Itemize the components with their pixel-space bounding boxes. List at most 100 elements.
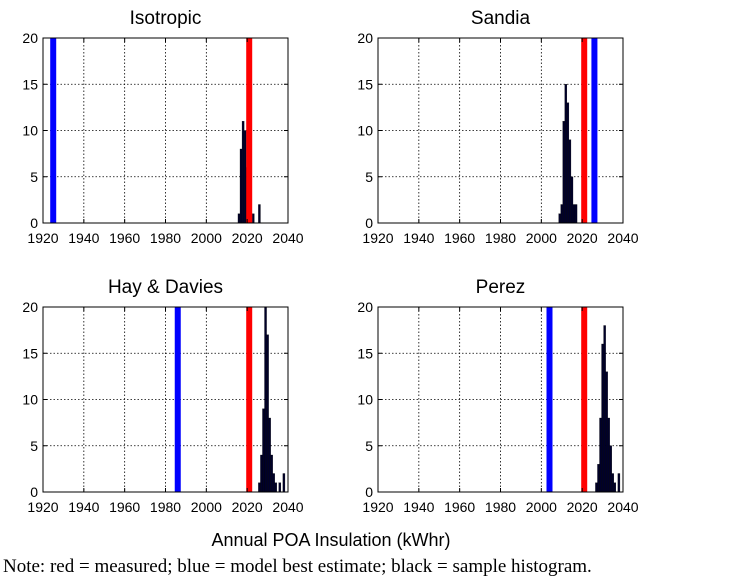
x-tick-label: 1940 [68,230,99,246]
x-tick-label: 1920 [362,499,393,515]
y-tick-label: 0 [30,484,38,500]
y-tick-label: 20 [22,299,38,315]
panel-title-hay-and-davies: Hay & Davies [108,277,223,298]
y-tick-label: 20 [357,30,373,46]
measured-line [246,38,253,223]
histogram-bar [564,84,568,224]
x-tick-label: 1920 [27,230,58,246]
histogram-bar [609,445,612,493]
x-tick-label: 2000 [191,230,222,246]
x-tick-label: 1940 [403,499,434,515]
measured-line [246,307,253,492]
measured-line [581,307,588,492]
histogram-bar [572,204,576,224]
x-tick-label: 1960 [444,499,475,515]
y-tick-label: 0 [365,484,373,500]
histogram-bar [617,473,621,493]
y-tick-label: 0 [30,215,38,231]
model-estimate-line [591,38,598,223]
y-tick-label: 15 [357,76,373,92]
y-tick-label: 5 [30,438,38,454]
histogram-bar [274,482,277,493]
x-tick-label: 2040 [272,499,303,515]
x-tick-label: 1980 [150,499,181,515]
histogram-bar [243,130,247,224]
model-estimate-line [174,307,181,492]
y-tick-label: 10 [22,123,38,139]
model-estimate-line [546,307,553,492]
histogram-bar [266,334,269,493]
histogram-bar [258,204,261,224]
histogram-bar [568,139,572,224]
x-tick-label: 2000 [191,499,222,515]
x-tick-label: 1960 [444,230,475,246]
histogram-bar [595,482,598,493]
histogram-bar [258,482,261,493]
histogram-bar [278,482,282,493]
histogram-bar [272,473,275,493]
y-tick-label: 15 [22,345,38,361]
histogram-bar [264,306,267,493]
x-tick-label: 1940 [403,230,434,246]
x-tick-label: 1920 [362,230,393,246]
histogram-bar [599,417,602,493]
panel-title-sandia: Sandia [471,8,531,29]
x-tick-label: 2040 [607,499,638,515]
x-tick-label: 2040 [272,230,303,246]
histogram-bar [252,213,255,224]
x-tick-label: 1980 [485,230,516,246]
model-estimate-line [50,38,57,223]
panel-isotropic: Isotropic 1920 1940 1960 1980 2000 2020 2040 0 5 1… [22,8,303,246]
histogram-bar [605,371,608,493]
histogram-bar [268,417,271,493]
y-tick-label: 10 [357,392,373,408]
histogram-bar [270,454,273,493]
histogram-bar [570,176,574,224]
x-tick-label: 1980 [150,230,181,246]
histogram-bar [262,408,265,493]
x-axis-label: Annual POA Insulation (kWhr) [211,530,450,550]
histogram-bar [603,325,606,493]
y-tick-label: 15 [22,76,38,92]
histogram-bar [241,121,245,224]
measured-line [581,38,588,223]
x-tick-label: 1960 [109,230,140,246]
panel-title-isotropic: Isotropic [130,8,202,29]
x-tick-label: 2020 [567,499,598,515]
x-tick-label: 2000 [526,499,557,515]
y-tick-label: 20 [357,299,373,315]
histogram-bar [601,343,604,493]
panel-perez: Perez 1920 1940 1960 1980 2000 2020 2040 0 5 10 15 2… [357,277,638,515]
histogram-bar [607,417,610,493]
histogram-bar [558,213,561,224]
y-tick-label: 10 [22,392,38,408]
y-tick-label: 15 [357,345,373,361]
panel-hay-and-davies: Hay & Davies 1920 1940 1960 1980 2000 2020 2040… [22,277,303,515]
histogram-bar [260,454,263,493]
histogram-bar [562,121,565,224]
y-tick-label: 5 [365,169,373,185]
x-tick-label: 1980 [485,499,516,515]
histogram-bar [613,482,617,493]
panel-sandia: Sandia 1920 1940 1960 1980 2000 2020 2040 0 5 10 15… [357,8,638,246]
x-tick-label: 1920 [27,499,58,515]
x-tick-label: 2000 [526,230,557,246]
x-tick-label: 2020 [232,230,263,246]
x-tick-label: 2020 [567,230,598,246]
y-tick-label: 10 [357,123,373,139]
y-tick-label: 0 [365,215,373,231]
y-tick-label: 5 [365,438,373,454]
x-tick-label: 1940 [68,499,99,515]
histogram-bar [566,102,570,224]
x-tick-label: 2020 [232,499,263,515]
x-tick-label: 2040 [607,230,638,246]
histogram-bar [611,473,614,493]
x-tick-label: 1960 [109,499,140,515]
histogram-bar [597,464,600,493]
histogram-bar [282,473,286,493]
panel-title-perez: Perez [476,277,526,298]
y-tick-label: 5 [30,169,38,185]
figure-note: Note: red = measured; blue = model best … [3,556,592,577]
